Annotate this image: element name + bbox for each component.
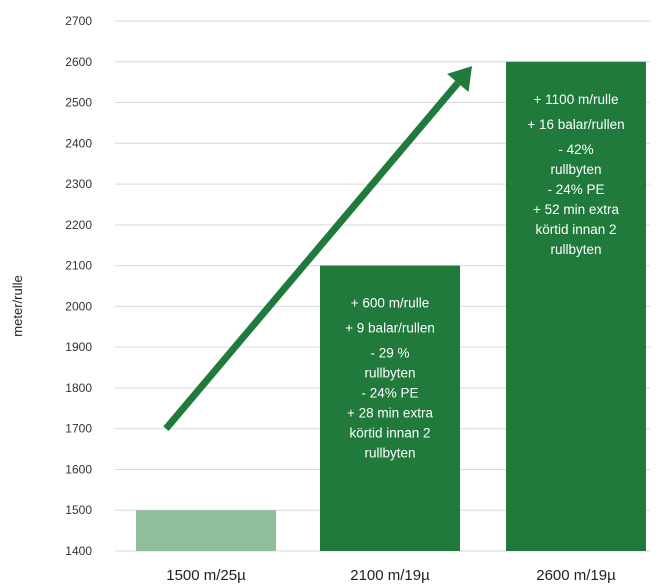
- x-tick-label: 2100 m/19µ: [350, 567, 430, 584]
- bar-annotations: + 600 m/rulle + 9 balar/rullen - 29 % rullb…: [345, 92, 624, 461]
- bar-annotation-line: - 24% PE: [547, 182, 604, 197]
- y-axis-label: meter/rulle: [10, 275, 25, 336]
- y-tick-label: 1400: [65, 544, 92, 558]
- y-tick-label: 2300: [65, 177, 92, 191]
- y-axis-ticks: 1400 1500 1600 1700 1800 1900 2000 2100 2200 2300…: [65, 14, 92, 558]
- bar: [506, 61, 646, 552]
- y-tick-label: 2700: [65, 14, 92, 28]
- bar-annotation-line: rullbyten: [550, 162, 601, 177]
- y-tick-label: 2200: [65, 218, 92, 232]
- bar-annotation-line: rullbyten: [364, 446, 415, 461]
- y-tick-label: 1600: [65, 462, 92, 476]
- bar-annotation-line: + 600 m/rulle: [351, 296, 429, 311]
- bar: [320, 265, 460, 551]
- y-tick-label: 2600: [65, 55, 92, 69]
- bar-annotation-line: - 24% PE: [361, 386, 418, 401]
- bar-annotation-line: - 29 %: [370, 346, 409, 361]
- y-tick-label: 1700: [65, 422, 92, 436]
- bar-annotation-line: rullbyten: [364, 366, 415, 381]
- bars: [136, 61, 646, 552]
- trend-arrow-head: [447, 66, 472, 92]
- y-tick-label: 1800: [65, 381, 92, 395]
- bar-annotation-line: + 1100 m/rulle: [534, 92, 619, 107]
- bar-annotation-line: - 42%: [558, 142, 593, 157]
- x-tick-label: 2600 m/19µ: [536, 567, 616, 584]
- y-tick-label: 2500: [65, 96, 92, 110]
- bar-annotation-line: rullbyten: [550, 242, 601, 257]
- y-tick-label: 2000: [65, 299, 92, 313]
- bar-annotation-line: + 9 balar/rullen: [345, 321, 435, 336]
- bar-annotation-line: körtid innan 2: [535, 222, 616, 237]
- bar: [136, 510, 276, 551]
- y-tick-label: 1500: [65, 503, 92, 517]
- bar-annotation-line: + 16 balar/rullen: [527, 117, 624, 132]
- y-tick-label: 2100: [65, 259, 92, 273]
- bar-annotation-line: + 28 min extra: [347, 406, 433, 421]
- bar-annotation-line: körtid innan 2: [349, 426, 430, 441]
- y-tick-label: 1900: [65, 340, 92, 354]
- y-tick-label: 2400: [65, 136, 92, 150]
- trend-arrow: [163, 66, 472, 431]
- bar-annotation-line: + 52 min extra: [533, 202, 619, 217]
- trend-arrow-shaft: [163, 80, 461, 431]
- x-axis-ticks: 1500 m/25µ 2100 m/19µ 2600 m/19µ: [166, 567, 616, 584]
- x-tick-label: 1500 m/25µ: [166, 567, 246, 584]
